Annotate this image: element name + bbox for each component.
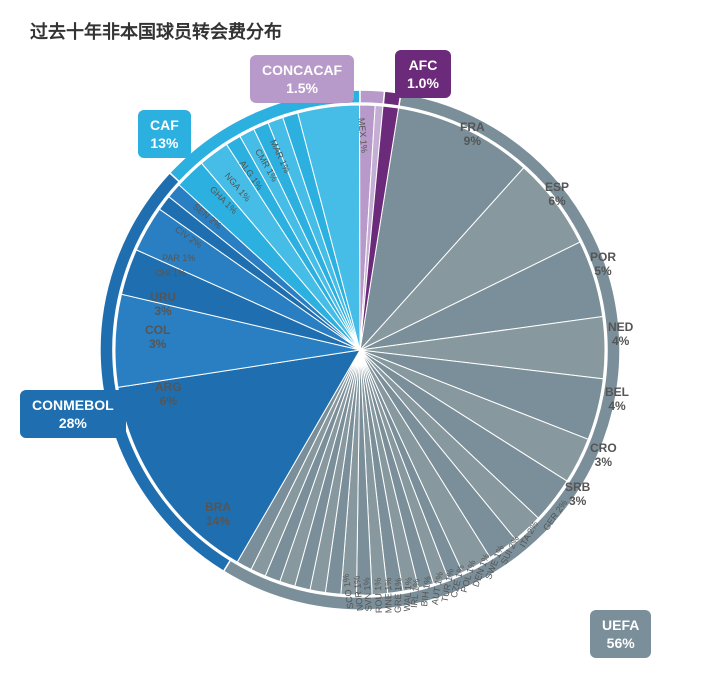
- conf-label-conmebol: CONMEBOL28%: [20, 390, 126, 438]
- conf-pct: 13%: [150, 134, 179, 152]
- slice-label-fra: FRA9%: [460, 120, 485, 149]
- slice-label-par: PAR 1%: [162, 253, 195, 264]
- slice-code: ESP: [545, 180, 569, 194]
- slice-label-bel: BEL4%: [605, 385, 629, 414]
- slice-pct: 4%: [608, 334, 633, 348]
- slice-text: CHI 1%: [155, 268, 186, 278]
- slice-label-bra: BRA14%: [205, 500, 231, 529]
- conf-label-uefa: UEFA56%: [590, 610, 651, 658]
- slice-code: URU: [150, 290, 176, 304]
- slice-pct: 6%: [545, 194, 569, 208]
- conf-label-concacaf: CONCACAF1.5%: [250, 55, 354, 103]
- slice-text: GRE 1%: [393, 578, 404, 613]
- conf-label-afc: AFC1.0%: [395, 50, 451, 98]
- slice-code: FRA: [460, 120, 485, 134]
- slice-text: MNE 1%: [383, 578, 394, 614]
- slice-code: POR: [590, 250, 616, 264]
- slice-pct: 9%: [460, 134, 485, 148]
- slice-label-gre: GRE 1%: [393, 578, 404, 613]
- slice-code: BRA: [205, 500, 231, 514]
- slice-code: COL: [145, 323, 170, 337]
- conf-name: UEFA: [602, 616, 639, 634]
- slice-label-esp: ESP6%: [545, 180, 569, 209]
- slice-label-col: COL3%: [145, 323, 170, 352]
- slice-pct: 3%: [590, 455, 617, 469]
- conf-name: CAF: [150, 116, 179, 134]
- slice-code: NED: [608, 320, 633, 334]
- conf-pct: 1.5%: [262, 79, 342, 97]
- slice-label-cro: CRO3%: [590, 441, 617, 470]
- slice-code: BEL: [605, 385, 629, 399]
- slice-pct: 3%: [150, 304, 176, 318]
- slice-code: ARG: [155, 380, 182, 394]
- slice-label-ned: NED4%: [608, 320, 633, 349]
- slice-pct: 3%: [145, 337, 170, 351]
- conf-pct: 56%: [602, 634, 639, 652]
- ring-concacaf: [360, 90, 385, 104]
- slice-pct: 3%: [565, 494, 590, 508]
- slice-code: CRO: [590, 441, 617, 455]
- slice-label-uru: URU3%: [150, 290, 176, 319]
- slice-pct: 14%: [205, 514, 231, 528]
- slice-label-arg: ARG6%: [155, 380, 182, 409]
- conf-name: CONCACAF: [262, 61, 342, 79]
- slice-pct: 4%: [605, 399, 629, 413]
- slice-code: SRB: [565, 480, 590, 494]
- slice-label-rou: ROU 1%: [373, 577, 385, 613]
- slice-label-mne: MNE 1%: [383, 578, 394, 614]
- slice-pct: 5%: [590, 264, 616, 278]
- slice-pct: 6%: [155, 394, 182, 408]
- conf-pct: 1.0%: [407, 74, 439, 92]
- conf-name: AFC: [407, 56, 439, 74]
- slice-label-chi: CHI 1%: [155, 268, 186, 279]
- slice-text: PAR 1%: [162, 253, 195, 263]
- slice-label-por: POR5%: [590, 250, 616, 279]
- conf-label-caf: CAF13%: [138, 110, 191, 158]
- chart-title: 过去十年非本国球员转会费分布: [30, 18, 282, 44]
- conf-pct: 28%: [32, 414, 114, 432]
- conf-name: CONMEBOL: [32, 396, 114, 414]
